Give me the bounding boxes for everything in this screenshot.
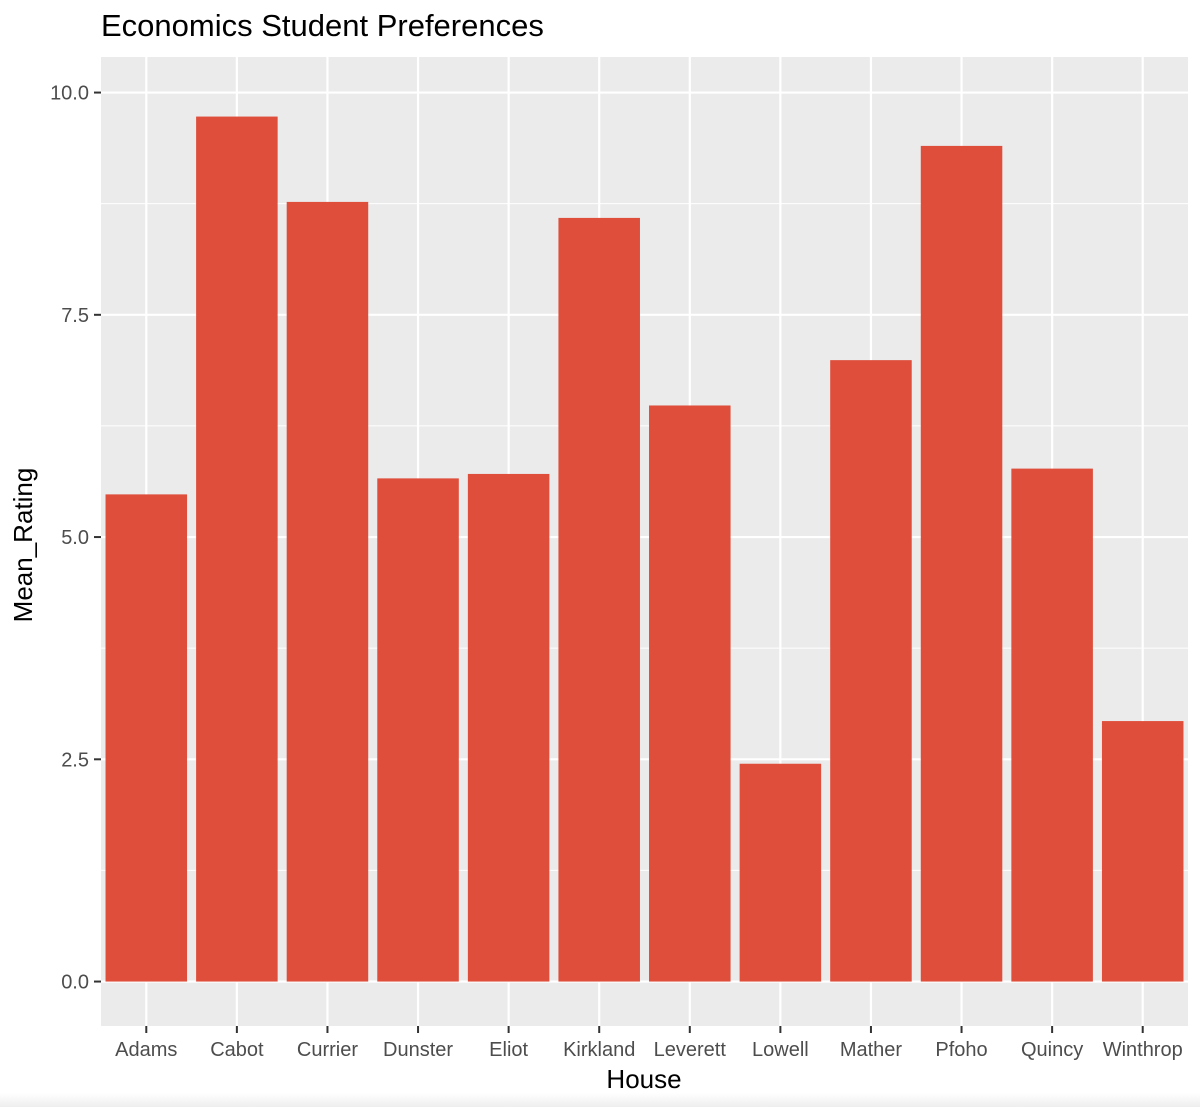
bar-lowell bbox=[739, 763, 822, 982]
x-tick-label: Currier bbox=[297, 1039, 358, 1061]
bar-pfoho bbox=[920, 145, 1003, 982]
y-tick-label: 10.0 bbox=[50, 83, 89, 105]
bar-leverett bbox=[649, 405, 731, 982]
x-tick-label: Leverett bbox=[654, 1039, 727, 1061]
x-tick-label: Adams bbox=[115, 1039, 177, 1061]
bar-winthrop bbox=[1101, 721, 1184, 982]
x-tick-label: Mather bbox=[840, 1039, 903, 1061]
x-axis-title: House bbox=[606, 1064, 681, 1094]
bar-eliot bbox=[467, 473, 550, 982]
x-tick-label: Lowell bbox=[752, 1039, 809, 1061]
x-axis: Adams Cabot Currier Dunster Eliot Kirkland Lev… bbox=[115, 1026, 1183, 1061]
bar-adams bbox=[105, 494, 188, 982]
x-tick-label: Dunster bbox=[383, 1039, 453, 1061]
y-tick-label: 7.5 bbox=[61, 305, 89, 327]
x-tick-label: Eliot bbox=[489, 1039, 528, 1061]
plot-panel bbox=[101, 57, 1188, 1026]
bar-cabot bbox=[196, 116, 278, 982]
y-axis-title: Mean_Rating bbox=[8, 468, 38, 623]
x-tick-label: Cabot bbox=[210, 1039, 264, 1061]
x-tick-label: Quincy bbox=[1021, 1039, 1083, 1061]
window-bottom-edge bbox=[0, 1093, 1200, 1107]
bar-dunster bbox=[377, 478, 459, 982]
minor-gridlines bbox=[101, 203, 1188, 871]
y-tick-label: 0.0 bbox=[61, 972, 89, 994]
y-axis: 0.0 2.5 5.0 7.5 10.0 bbox=[50, 83, 101, 994]
bars bbox=[105, 116, 1184, 982]
x-tick-label: Pfoho bbox=[935, 1039, 987, 1061]
bar-kirkland bbox=[558, 217, 640, 982]
x-tick-label: Winthrop bbox=[1103, 1039, 1183, 1061]
bar-currier bbox=[286, 201, 369, 982]
x-tick-label: Kirkland bbox=[563, 1039, 635, 1061]
bar-quincy bbox=[1011, 468, 1093, 982]
chart-title: Economics Student Preferences bbox=[101, 8, 544, 43]
bar-mather bbox=[830, 360, 912, 982]
y-tick-label: 5.0 bbox=[61, 527, 89, 549]
y-tick-label: 2.5 bbox=[61, 749, 89, 771]
